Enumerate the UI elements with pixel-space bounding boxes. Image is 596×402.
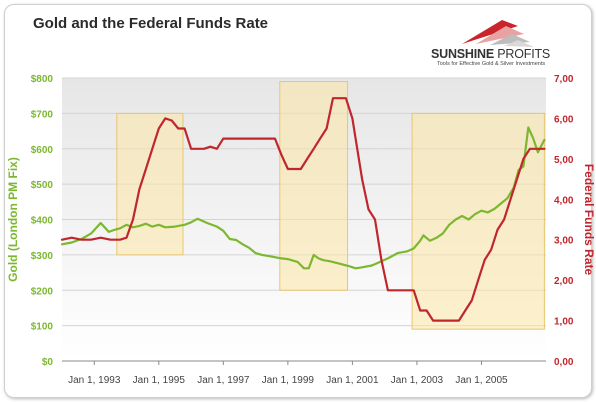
right-tick-label: 6,00 [554,114,574,125]
right-tick-label: 1,00 [554,317,574,328]
left-tick-label: $600 [31,145,54,156]
left-tick-label: $100 [31,322,54,333]
right-tick-label: 4,00 [554,195,574,206]
brand-tagline: Tools for Effective Gold & Silver Invest… [437,61,546,67]
x-tick-label: Jan 1, 1995 [133,375,186,386]
left-axis-title: Gold (London PM Fix) [6,157,20,282]
left-tick-label: $0 [42,357,54,368]
x-tick-label: Jan 1, 1993 [68,375,121,386]
left-tick-label: $400 [31,216,54,227]
highlight-period [116,112,184,256]
x-tick-label: Jan 1, 1997 [197,375,250,386]
left-tick-label: $300 [31,251,54,262]
brand-name: SUNSHINE PROFITS [431,47,550,61]
x-tick-label: Jan 1, 2003 [391,375,444,386]
highlight-period [411,112,545,330]
right-axis-title: Federal Funds Rate [582,164,596,276]
chart-title: Gold and the Federal Funds Rate [33,15,269,32]
left-tick-label: $700 [31,109,54,120]
right-tick-label: 5,00 [554,155,574,166]
left-tick-label: $800 [31,74,54,85]
fed-funds-rate-line [60,97,546,322]
left-tick-label: $500 [31,180,54,191]
x-tick-label: Jan 1, 2001 [326,375,379,386]
gold-price-line [60,126,546,270]
right-tick-label: 2,00 [554,276,574,287]
right-tick-label: 0,00 [554,357,574,368]
brand-name-light: PROFITS [494,47,551,61]
x-tick-label: Jan 1, 1999 [262,375,315,386]
sunshine-logo-icon [462,20,534,47]
right-tick-label: 7,00 [554,74,574,85]
x-tick-label: Jan 1, 2005 [455,375,508,386]
right-tick-label: 3,00 [554,236,574,247]
brand-name-bold: SUNSHINE [431,47,494,61]
left-tick-label: $200 [31,286,54,297]
